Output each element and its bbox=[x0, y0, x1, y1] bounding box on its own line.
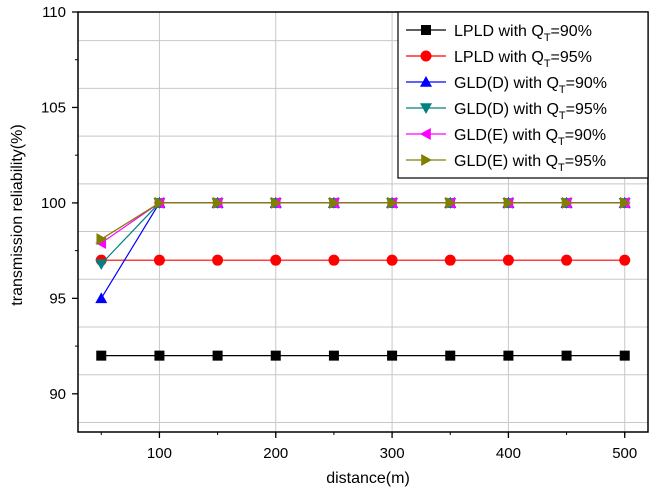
series-triangle-left bbox=[95, 196, 630, 249]
series-layer bbox=[95, 196, 631, 361]
legend-label: LPLD with QT=95% bbox=[454, 49, 592, 70]
data-point bbox=[420, 50, 432, 62]
series-square bbox=[96, 350, 630, 361]
y-tick-label: 110 bbox=[42, 4, 66, 21]
data-point bbox=[95, 259, 108, 270]
data-point bbox=[561, 350, 572, 361]
data-point bbox=[386, 254, 398, 266]
legend-label: GLD(E) with QT=90% bbox=[454, 127, 606, 148]
legend-label: LPLD with QT=90% bbox=[454, 23, 592, 44]
data-point bbox=[444, 254, 456, 266]
series-triangle-up bbox=[95, 196, 631, 304]
data-point bbox=[154, 350, 165, 361]
x-tick-label: 300 bbox=[380, 445, 405, 462]
series-line bbox=[100, 202, 625, 299]
y-tick-label: 100 bbox=[41, 195, 66, 212]
data-point bbox=[502, 254, 514, 266]
data-point bbox=[212, 350, 223, 361]
data-point bbox=[153, 254, 165, 266]
legend-label: GLD(E) with QT=95% bbox=[454, 153, 606, 174]
data-point bbox=[154, 196, 166, 209]
data-point bbox=[619, 196, 631, 209]
data-point bbox=[95, 292, 108, 304]
legend: LPLD with QT=90% LPLD with QT=95% GLD(D) w… bbox=[397, 11, 649, 179]
axes: 100 200 300 400 500 90 95 100 105 110 bbox=[41, 4, 637, 462]
data-point bbox=[420, 128, 431, 140]
y-tick-label: 95 bbox=[49, 290, 66, 307]
x-axis-label: distance(m) bbox=[326, 470, 410, 487]
series-line bbox=[100, 202, 625, 240]
data-point bbox=[270, 350, 281, 361]
data-point bbox=[445, 350, 456, 361]
data-point bbox=[96, 233, 108, 246]
series-circle bbox=[95, 254, 631, 266]
data-point bbox=[96, 350, 107, 361]
legend-item: LPLD with QT=90% bbox=[406, 23, 592, 44]
data-point bbox=[329, 196, 340, 209]
y-tick-label: 90 bbox=[49, 386, 66, 403]
series-line bbox=[100, 202, 625, 265]
data-point bbox=[212, 196, 224, 209]
legend-item: GLD(E) with QT=90% bbox=[406, 127, 606, 148]
legend-item: GLD(D) with QT=90% bbox=[406, 75, 607, 96]
legend-label: GLD(D) with QT=95% bbox=[454, 101, 607, 122]
data-point bbox=[619, 350, 630, 361]
series-triangle-right bbox=[96, 196, 631, 246]
data-point bbox=[270, 254, 282, 266]
data-point bbox=[445, 196, 457, 209]
data-point bbox=[619, 254, 631, 266]
x-tick-label: 200 bbox=[263, 445, 288, 462]
series-triangle-down bbox=[95, 198, 631, 270]
legend-item: LPLD with QT=95% bbox=[406, 49, 592, 70]
data-point bbox=[420, 76, 432, 87]
data-point bbox=[421, 154, 432, 166]
y-tick-label: 105 bbox=[41, 99, 66, 116]
data-point bbox=[270, 196, 282, 209]
legend-label: GLD(D) with QT=90% bbox=[454, 75, 607, 96]
data-point bbox=[387, 350, 398, 361]
x-tick-label: 500 bbox=[612, 445, 637, 462]
data-point bbox=[503, 350, 514, 361]
x-tick-label: 400 bbox=[496, 445, 521, 462]
legend-box bbox=[397, 11, 649, 179]
data-point bbox=[212, 254, 224, 266]
x-tick-label: 100 bbox=[147, 445, 172, 462]
legend-item: GLD(E) with QT=95% bbox=[406, 153, 606, 174]
data-point bbox=[561, 196, 573, 209]
data-point bbox=[328, 350, 339, 361]
legend-item: GLD(D) with QT=95% bbox=[406, 101, 607, 122]
data-point bbox=[421, 25, 431, 35]
data-point bbox=[503, 196, 515, 209]
series-line bbox=[100, 202, 625, 244]
y-axis-label: transmission reliability(%) bbox=[9, 124, 26, 305]
data-point bbox=[387, 196, 399, 209]
plot-frame bbox=[77, 11, 649, 433]
data-point bbox=[420, 103, 432, 114]
data-point bbox=[328, 254, 340, 266]
data-point bbox=[561, 254, 573, 266]
